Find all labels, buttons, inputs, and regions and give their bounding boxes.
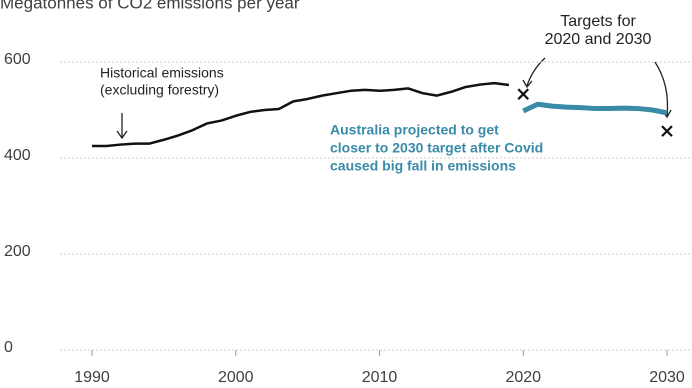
x-tick-label: 2020: [505, 369, 541, 386]
x-tick-label: 2010: [362, 369, 398, 386]
annotation: Targets for: [560, 13, 636, 30]
x-tick-label: 1990: [74, 369, 110, 386]
target-marker: [661, 125, 673, 137]
annotation: caused big fall in emissions: [330, 158, 516, 174]
target-marker: [517, 88, 530, 100]
arrow: [116, 113, 128, 140]
y-tick-label: 600: [4, 51, 31, 68]
annotation: Australia projected to get: [330, 122, 499, 138]
x-tick-label: 2030: [649, 369, 685, 386]
arrow: [522, 57, 546, 89]
annotation: Historical emissions: [100, 65, 224, 81]
y-tick-label: 400: [4, 147, 31, 164]
x-tick-label: 2000: [218, 369, 254, 386]
chart-title: Megatonnes of CO2 emissions per year: [0, 0, 300, 12]
series-line: [92, 81, 510, 148]
series-line: [522, 101, 668, 116]
annotation: 2020 and 2030: [545, 31, 652, 48]
y-tick-label: 0: [4, 339, 13, 356]
annotation: closer to 2030 target after Covid: [330, 140, 543, 156]
y-tick-label: 200: [4, 243, 31, 260]
annotation: (excluding forestry): [100, 82, 219, 98]
